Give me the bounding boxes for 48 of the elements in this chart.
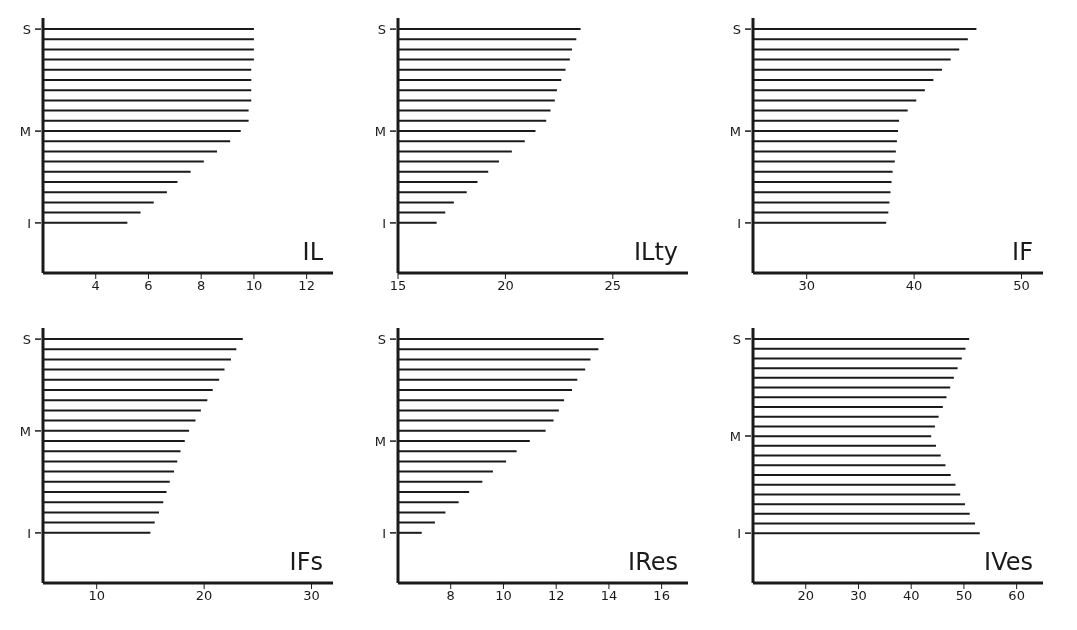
- y-tick-label: S: [732, 22, 741, 38]
- y-tick-label: M: [19, 124, 31, 140]
- y-tick-label: M: [729, 124, 741, 140]
- x-tick-label: 20: [797, 588, 814, 604]
- x-tick-label: 10: [495, 588, 512, 604]
- y-tick-label: M: [729, 429, 741, 444]
- x-tick-label: 30: [303, 588, 320, 604]
- y-tick-label: M: [374, 124, 386, 140]
- x-tick-label: 50: [1013, 278, 1030, 294]
- x-tick-label: 10: [88, 588, 105, 604]
- x-tick-label: 10: [245, 278, 263, 294]
- x-tick-label: 4: [91, 278, 100, 294]
- y-tick-label: S: [22, 332, 31, 348]
- x-tick-label: 50: [955, 588, 973, 604]
- x-tick-label: 12: [298, 278, 315, 294]
- text: IVes: [984, 548, 1033, 576]
- text: IL: [302, 238, 323, 266]
- y-tick-label: I: [737, 526, 741, 542]
- y-tick-label: I: [27, 525, 31, 541]
- y-tick-label: S: [377, 22, 386, 38]
- x-tick-label: 8: [197, 278, 206, 294]
- y-tick-label: S: [22, 22, 31, 38]
- y-tick-label: M: [374, 434, 386, 450]
- y-tick-label: M: [19, 423, 31, 439]
- x-tick-label: 40: [902, 588, 920, 604]
- x-tick-label: 30: [798, 278, 815, 294]
- y-tick-label: S: [732, 331, 741, 347]
- x-tick-label: 14: [600, 588, 618, 604]
- x-tick-label: 40: [905, 278, 923, 294]
- text: IF: [1012, 238, 1033, 266]
- x-tick-label: 6: [144, 278, 153, 294]
- y-tick-label: I: [737, 215, 741, 231]
- y-tick-label: I: [27, 215, 31, 231]
- text: IFs: [289, 548, 323, 576]
- y-tick-label: I: [382, 525, 386, 541]
- x-tick-label: 15: [389, 278, 407, 294]
- y-tick-label: I: [382, 215, 386, 231]
- x-tick-label: 20: [497, 278, 514, 294]
- x-tick-label: 25: [604, 278, 622, 294]
- x-tick-label: 12: [547, 588, 565, 604]
- x-tick-label: 8: [446, 588, 455, 604]
- x-tick-label: 60: [1008, 588, 1025, 604]
- text: ILty: [633, 238, 678, 266]
- text: IRes: [628, 548, 678, 576]
- x-tick-label: 20: [195, 588, 213, 604]
- x-tick-label: 30: [850, 588, 867, 604]
- y-tick-label: S: [377, 332, 386, 348]
- x-tick-label: 16: [653, 588, 670, 604]
